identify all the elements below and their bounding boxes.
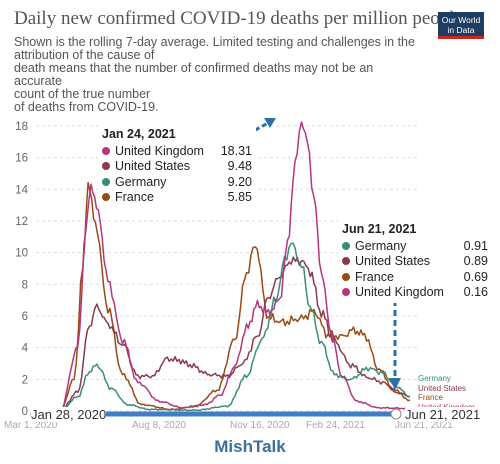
y-tick-label: 16 <box>15 153 28 165</box>
chart-title: Daily new confirmed COVID-19 deaths per … <box>14 8 464 29</box>
series-end-label: Germany <box>418 374 451 383</box>
y-tick-label: 6 <box>22 311 28 323</box>
y-tick-label: 8 <box>22 279 28 291</box>
y-tick-label: 18 <box>15 121 28 133</box>
tooltip-row: United States 9.48 <box>102 159 252 175</box>
series-line[interactable] <box>59 181 411 412</box>
tooltip-series-name: United States <box>355 254 431 269</box>
tooltip-value: 0.91 <box>463 238 488 253</box>
tooltip-value: 0.16 <box>463 285 488 300</box>
logo-line: in Data <box>447 25 475 35</box>
series-end-label: France <box>418 393 443 402</box>
logo-line: Our World <box>441 15 481 25</box>
series-line[interactable] <box>60 242 411 412</box>
legend-dot <box>102 146 110 155</box>
tooltip-row: United Kingdom 0.16 <box>342 285 488 301</box>
tooltip-jan-24: Jan 24, 2021 United Kingdom 18.31 United S… <box>98 124 256 208</box>
subtitle-line: Shown is the rolling 7-day average. Limi… <box>14 35 415 49</box>
brand-caption: MishTalk <box>214 437 286 456</box>
series-line[interactable] <box>60 256 411 412</box>
tooltip-series-name: Germany <box>355 238 407 253</box>
subtitle-line: count of the true number <box>14 87 151 101</box>
timeline-start-label: Jan 28, 2020 <box>31 407 107 422</box>
y-tick-label: 2 <box>22 374 28 386</box>
tooltip-value: 0.69 <box>463 269 488 284</box>
tooltip-series-name: United Kingdom <box>115 143 204 158</box>
legend-dot <box>342 241 350 250</box>
timeline-tick-label: Mar 1, 2020 <box>4 420 58 431</box>
tooltip-jun-21: Jun 21, 2021 Germany 0.91 United States 0.8… <box>338 219 492 303</box>
tooltip-series-name: Germany <box>115 174 167 189</box>
tooltip-series-name: France <box>115 190 154 205</box>
tooltip-row: United Kingdom 18.31 <box>102 143 252 159</box>
series-line[interactable] <box>59 121 411 412</box>
logo-accent-bar <box>438 36 484 39</box>
legend-dot <box>342 272 350 281</box>
subtitle-line: death means that the number of confirmed… <box>14 61 374 88</box>
tooltip-row: Germany 0.91 <box>342 238 488 254</box>
tooltip-value: 0.89 <box>463 254 488 269</box>
tooltip-date: Jun 21, 2021 <box>342 222 417 236</box>
tooltip-value: 5.85 <box>227 190 252 205</box>
series-end-label: United States <box>418 384 466 393</box>
chart-subtitle: Shown is the rolling 7-day average. Limi… <box>14 36 419 114</box>
tooltip-series-name: United States <box>115 159 191 174</box>
legend-dot <box>102 162 110 171</box>
annotation-arrowhead <box>389 378 401 390</box>
legend-dot <box>342 257 350 266</box>
legend-dot <box>342 288 350 297</box>
tooltip-row: France 0.69 <box>342 269 488 285</box>
tooltip-value: 9.20 <box>227 174 252 189</box>
tooltip-date: Jan 24, 2021 <box>102 127 176 141</box>
legend-dot <box>102 177 110 186</box>
tooltip-value: 18.31 <box>220 143 252 158</box>
timeline-end-handle[interactable] <box>390 408 402 420</box>
tooltip-row: Germany 9.20 <box>102 174 252 190</box>
annotation-arrowhead <box>264 118 276 128</box>
y-tick-label: 0 <box>22 406 28 418</box>
timeline-end-label: Jun 21, 2021 <box>405 407 481 422</box>
subtitle-line: of deaths from COVID-19. <box>14 100 159 114</box>
subtitle-line: attribution of the cause of <box>14 48 155 62</box>
owid-logo[interactable]: Our World in Data <box>438 12 484 39</box>
timeline-tick-label: Feb 24, 2021 <box>306 420 365 431</box>
y-tick-label: 12 <box>15 216 28 228</box>
tooltip-series-name: France <box>355 269 394 284</box>
tooltip-series-name: United Kingdom <box>355 285 444 300</box>
tooltip-value: 9.48 <box>227 159 252 174</box>
tooltip-row: United States 0.89 <box>342 254 488 270</box>
timeline-tick-label: Nov 16, 2020 <box>230 420 290 431</box>
timeline-tick-label: Aug 8, 2020 <box>132 420 186 431</box>
timeline-tick-label: Jun 21, 2021 <box>395 420 453 431</box>
y-tick-label: 14 <box>15 184 28 196</box>
y-tick-label: 10 <box>15 248 28 260</box>
legend-dot <box>102 193 110 202</box>
tooltip-row: France 5.85 <box>102 190 252 206</box>
y-tick-label: 4 <box>22 343 29 355</box>
